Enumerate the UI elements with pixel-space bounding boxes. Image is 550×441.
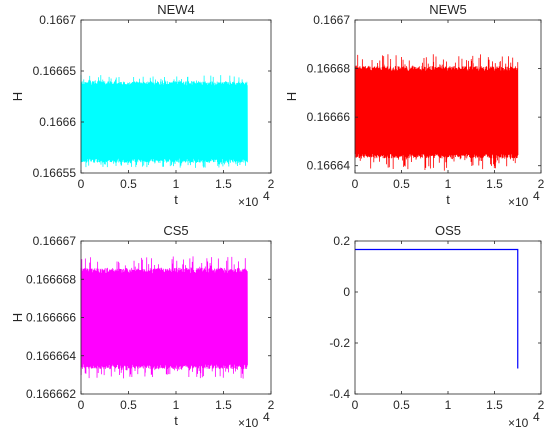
x-tick-label: 1 (173, 398, 180, 412)
x-tick-label: 1.5 (215, 398, 232, 412)
subplot-title: NEW4 (157, 2, 195, 17)
y-tick-label: 0.16668 (307, 62, 351, 76)
y-axis-label: H (10, 313, 25, 322)
subplot-cs5: 0 0.5 1 1.5 2 0.166662 0.166664 0.166666 0.16666… (10, 223, 275, 430)
x-tick-label: 0 (78, 177, 85, 191)
y-axis-label: H (10, 92, 25, 101)
x-axis-label: t (174, 413, 178, 428)
x-tick-label: 1.5 (215, 177, 232, 191)
x-tick-label: 2 (538, 177, 545, 191)
subplot-os5: 0 0.5 1 1.5 2 -0.4 -0.2 0 0.2 OS5 ×10 4 (329, 223, 544, 430)
subplot-new4: 0 0.5 1 1.5 2 0.16655 0.1666 0.16665 0.1667 NEW4 t… (10, 2, 275, 209)
subplot-new5: 0 0.5 1 1.5 2 0.16664 0.16666 0.16668 0.1667 NEW5… (284, 2, 545, 209)
x-axis-label: t (174, 192, 178, 207)
x-exponent-power: 4 (533, 410, 540, 424)
x-tick-label: 1 (445, 398, 452, 412)
x-tick-label: 2 (538, 398, 545, 412)
y-tick-label: 0.1667 (39, 13, 76, 27)
data-series-line (354, 54, 519, 171)
x-tick-label: 0.5 (393, 177, 410, 191)
y-tick-label: 0.1667 (313, 13, 350, 27)
y-tick-label: 0.16655 (33, 166, 77, 180)
x-tick-label: 0.5 (120, 398, 137, 412)
x-exponent-label: ×10 (238, 416, 259, 430)
y-axis-label: H (284, 92, 299, 101)
plot-area (355, 241, 541, 394)
subplot-title: CS5 (163, 223, 188, 238)
x-tick-label: 1 (173, 177, 180, 191)
x-tick-label: 2 (268, 398, 275, 412)
y-tick-label: -0.4 (329, 387, 350, 401)
x-exponent-label: ×10 (508, 195, 529, 209)
x-tick-label: 0.5 (120, 177, 137, 191)
y-tick-label: 0.166664 (26, 349, 76, 363)
data-series-line (355, 248, 519, 369)
data-series-line (80, 75, 248, 168)
x-tick-label: 1.5 (486, 177, 503, 191)
subplot-title: OS5 (435, 223, 461, 238)
x-tick-label: 0.5 (393, 398, 410, 412)
y-tick-label: 0.166662 (26, 387, 76, 401)
y-tick-label: -0.2 (329, 336, 350, 350)
y-tick-label: 0.16666 (307, 110, 351, 124)
x-exponent-label: ×10 (508, 416, 529, 430)
x-exponent-power: 4 (533, 189, 540, 203)
x-exponent-power: 4 (263, 189, 270, 203)
x-tick-label: 1 (445, 177, 452, 191)
data-series-line (80, 256, 248, 379)
y-tick-label: 0.16665 (33, 64, 77, 78)
x-tick-label: 2 (268, 177, 275, 191)
x-tick-label: 0 (352, 177, 359, 191)
x-exponent-label: ×10 (238, 195, 259, 209)
y-tick-label: 0.1666 (39, 115, 76, 129)
x-exponent-power: 4 (263, 410, 270, 424)
subplot-title: NEW5 (429, 2, 467, 17)
x-tick-label: 1.5 (486, 398, 503, 412)
y-tick-label: 0.166668 (26, 272, 76, 286)
x-tick-label: 0 (352, 398, 359, 412)
y-tick-label: 0.16667 (33, 234, 77, 248)
y-tick-label: 0 (343, 285, 350, 299)
y-tick-label: 0.2 (333, 234, 350, 248)
y-tick-label: 0.166666 (26, 311, 76, 325)
x-tick-label: 0 (78, 398, 85, 412)
x-axis-label: t (446, 192, 450, 207)
y-tick-label: 0.16664 (307, 159, 351, 173)
